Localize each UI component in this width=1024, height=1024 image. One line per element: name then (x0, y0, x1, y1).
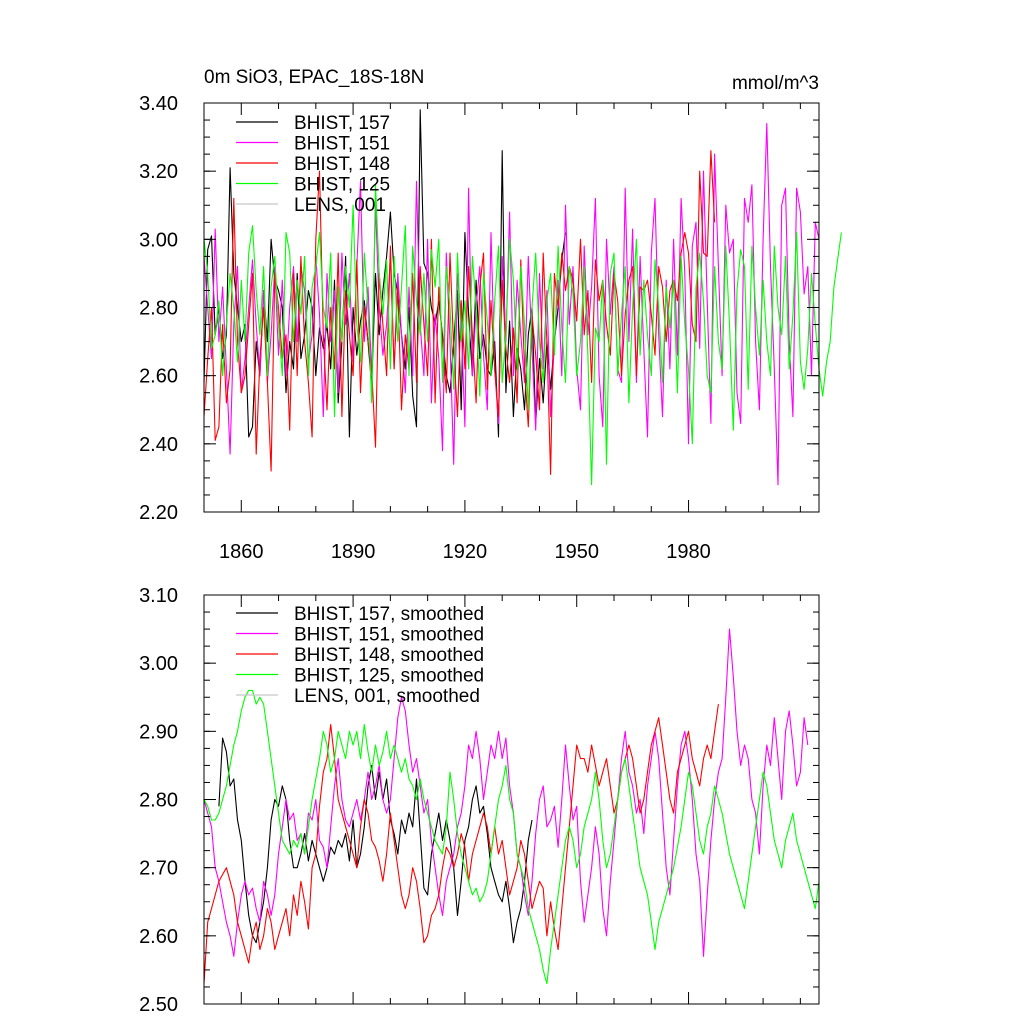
legend-label: BHIST, 125, smoothed (294, 666, 484, 687)
bottom-panel: 2.50 2.60 2.70 2.80 2.90 3.00 3.10 BHIST, 157,… (139, 585, 820, 1016)
y-tick-label: 3.40 (139, 93, 178, 115)
y-tick-label: 3.10 (139, 585, 178, 607)
y-tick-label: 3.20 (139, 161, 178, 183)
chart-title: 0m SiO3, EPAC_18S-18N (204, 67, 424, 88)
series-line-bhist-157-smoothed (218, 737, 533, 944)
y-tick-label: 2.20 (139, 502, 178, 524)
y-tick-label: 2.80 (139, 298, 178, 320)
legend-label: BHIST, 151 (294, 134, 390, 155)
y-tick-label: 2.90 (139, 721, 178, 743)
series-layer (203, 109, 842, 486)
units-label: mmol/m^3 (732, 73, 819, 94)
y-tick-label: 2.70 (139, 858, 178, 880)
legend-label: BHIST, 157 (294, 113, 390, 134)
x-tick-label: 1980 (666, 541, 711, 563)
x-tick-label: 1860 (219, 541, 264, 563)
y-tick-label: 3.00 (139, 229, 178, 251)
series-line-bhist-148-smoothed (203, 704, 719, 984)
x-tick-label: 1950 (554, 541, 599, 563)
legend-label: LENS, 001 (294, 195, 386, 216)
y-tick-label: 2.80 (139, 790, 178, 812)
axis-ticks: 2.20 2.40 2.60 2.80 3.00 3.20 3.40 1860 1890 1920… (139, 93, 819, 563)
legend-label: BHIST, 148, smoothed (294, 645, 484, 666)
legend-label: BHIST, 151, smoothed (294, 625, 484, 646)
legend-label: BHIST, 125 (294, 175, 390, 196)
legend-label: BHIST, 148 (294, 154, 390, 175)
legend-label: BHIST, 157, smoothed (294, 604, 484, 625)
y-tick-label: 2.50 (139, 994, 178, 1016)
series-line-bhist-148 (203, 150, 716, 476)
y-tick-label: 2.40 (139, 434, 178, 456)
series-line-bhist-125 (203, 184, 842, 486)
legend-label: LENS, 001, smoothed (294, 686, 480, 707)
top-panel: 0m SiO3, EPAC_18S-18N mmol/m^3 2.202.402… (139, 67, 842, 563)
x-tick-label: 1920 (443, 541, 488, 563)
y-tick-label: 2.60 (139, 926, 178, 948)
axis-ticks: 2.50 2.60 2.70 2.80 2.90 3.00 3.10 (139, 585, 819, 1016)
y-tick-label: 3.00 (139, 653, 178, 675)
series-layer (203, 628, 820, 985)
series-line-bhist-125-smoothed (203, 689, 820, 985)
y-tick-label: 2.60 (139, 366, 178, 388)
x-tick-label: 1890 (331, 541, 376, 563)
